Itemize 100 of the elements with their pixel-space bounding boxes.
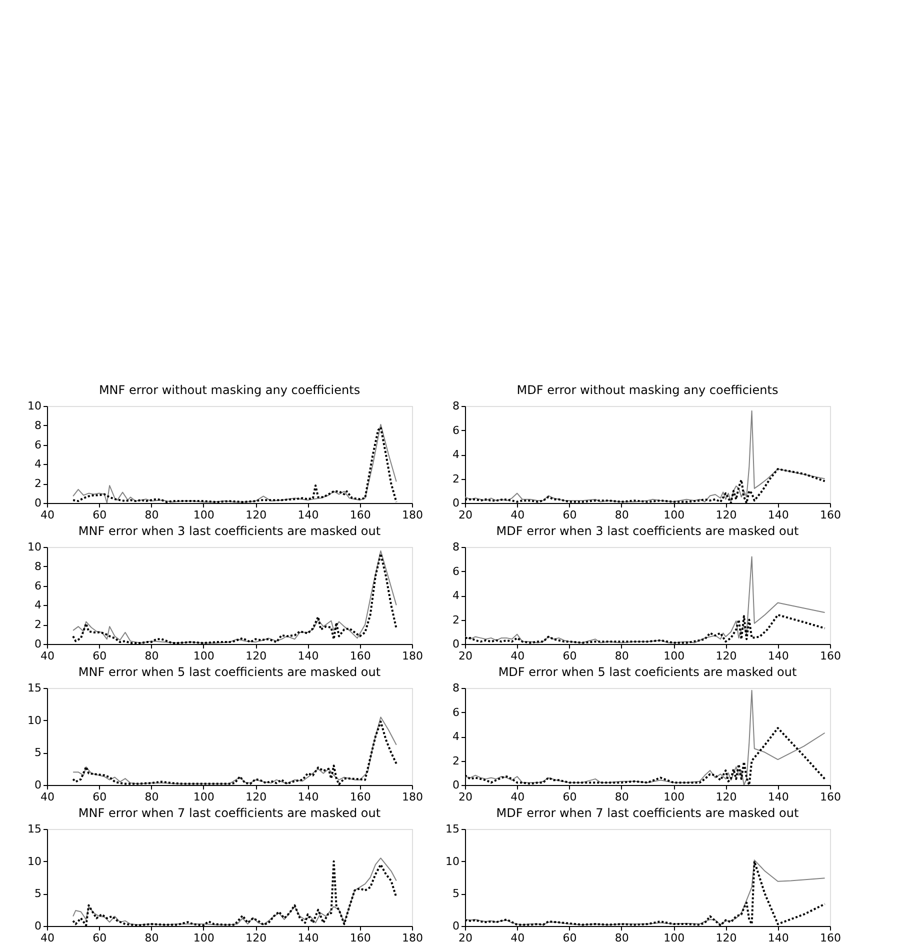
x-tick-label: 80 — [614, 650, 629, 662]
x-tick-label: 80 — [144, 790, 159, 804]
y-tick-label: 2 — [452, 754, 460, 768]
chart-title: MDF error without masking any coefficients — [516, 383, 778, 397]
x-tick-label: 40 — [510, 932, 525, 944]
x-tick-label: 160 — [820, 508, 841, 522]
y-tick-label: 5 — [34, 887, 42, 900]
y-tick-label: 15 — [28, 822, 42, 836]
y-tick-label: 4 — [34, 458, 42, 471]
y-tick-label: 0 — [34, 496, 42, 510]
x-tick-label: 60 — [562, 508, 577, 522]
x-tick-label: 40 — [40, 508, 54, 522]
x-tick-label: 80 — [614, 508, 629, 522]
y-tick-label: 0 — [452, 496, 460, 510]
chart-title: MNF error when 7 last coefficients are masked out — [78, 806, 381, 820]
y-tick-label: 0 — [34, 778, 42, 792]
y-tick-label: 4 — [452, 448, 460, 461]
y-tick-label: 8 — [34, 418, 42, 432]
line-series — [465, 556, 826, 644]
x-tick-label: 180 — [402, 932, 423, 944]
x-tick-label: 140 — [768, 650, 789, 662]
x-tick-label: 120 — [246, 932, 267, 944]
x-tick-label: 120 — [246, 650, 267, 662]
x-tick-label: 80 — [614, 932, 629, 944]
y-tick-label: 10 — [28, 400, 42, 412]
x-tick-label: 60 — [562, 932, 577, 944]
x-tick-label: 120 — [716, 790, 737, 804]
chart-title: MDF error when 7 last coefficients are masked out — [496, 806, 799, 820]
x-tick-label: 100 — [193, 650, 214, 662]
y-tick-label: 0 — [452, 920, 460, 932]
line-series — [465, 410, 826, 502]
y-tick-label: 6 — [452, 564, 460, 578]
y-tick-label: 0 — [34, 920, 42, 932]
x-tick-label: 60 — [92, 790, 107, 804]
chart-title: MNF error when 5 last coefficients are masked out — [78, 665, 381, 679]
x-tick-label: 140 — [298, 932, 319, 944]
y-tick-label: 15 — [446, 822, 460, 836]
x-tick-label: 180 — [402, 790, 423, 804]
x-tick-label: 100 — [193, 932, 214, 944]
y-tick-label: 5 — [452, 887, 460, 900]
y-tick-label: 6 — [34, 579, 42, 592]
x-tick-label: 120 — [716, 650, 737, 662]
y-tick-label: 0 — [34, 638, 42, 650]
x-tick-label: 60 — [562, 650, 577, 662]
x-tick-label: 100 — [664, 790, 685, 804]
x-tick-label: 120 — [246, 508, 267, 522]
y-tick-label: 15 — [28, 682, 42, 694]
x-tick-label: 100 — [193, 508, 214, 522]
y-tick-label: 10 — [28, 854, 42, 868]
y-tick-label: 10 — [28, 714, 42, 727]
x-tick-label: 60 — [562, 790, 577, 804]
x-tick-label: 80 — [144, 508, 159, 522]
x-tick-label: 160 — [350, 508, 371, 522]
x-tick-label: 140 — [768, 932, 789, 944]
y-tick-label: 8 — [452, 400, 460, 412]
y-tick-label: 8 — [452, 540, 460, 554]
y-tick-label: 10 — [446, 854, 460, 868]
x-tick-label: 160 — [820, 650, 841, 662]
x-tick-label: 100 — [664, 650, 685, 662]
x-tick-label: 20 — [458, 650, 472, 662]
line-series — [465, 690, 826, 785]
chart-title: MDF error when 5 last coeficients are masked out — [498, 665, 797, 679]
y-tick-label: 0 — [452, 638, 460, 650]
x-tick-label: 160 — [820, 932, 841, 944]
x-tick-label: 120 — [716, 508, 737, 522]
x-tick-label: 80 — [614, 790, 629, 804]
x-tick-label: 180 — [402, 650, 423, 662]
chart-title: MNF error when 3 last coefficients are masked out — [78, 524, 381, 538]
y-tick-label: 4 — [452, 589, 460, 602]
x-tick-label: 160 — [350, 790, 371, 804]
x-tick-label: 120 — [716, 932, 737, 944]
x-tick-label: 140 — [768, 790, 789, 804]
x-tick-label: 120 — [246, 790, 267, 804]
y-tick-label: 4 — [34, 598, 42, 612]
y-tick-label: 8 — [34, 560, 42, 573]
x-tick-label: 100 — [664, 932, 685, 944]
x-tick-label: 140 — [298, 508, 319, 522]
x-tick-label: 80 — [144, 932, 159, 944]
x-tick-label: 100 — [193, 790, 214, 804]
y-tick-label: 2 — [452, 613, 460, 626]
y-tick-label: 2 — [34, 477, 42, 490]
y-tick-label: 4 — [452, 730, 460, 743]
x-tick-label: 20 — [458, 790, 472, 804]
x-tick-label: 40 — [40, 650, 54, 662]
x-tick-label: 160 — [820, 790, 841, 804]
x-tick-label: 80 — [144, 650, 159, 662]
x-tick-label: 140 — [298, 790, 319, 804]
x-tick-label: 160 — [350, 650, 371, 662]
y-tick-label: 5 — [34, 746, 42, 760]
chart-title: MDF error when 3 last coefficients are masked out — [496, 524, 799, 538]
x-tick-label: 140 — [768, 508, 789, 522]
y-tick-label: 8 — [452, 682, 460, 694]
y-tick-label: 6 — [34, 438, 42, 452]
x-tick-label: 140 — [298, 650, 319, 662]
x-tick-label: 60 — [92, 650, 107, 662]
y-tick-label: 0 — [452, 778, 460, 792]
y-tick-label: 6 — [452, 706, 460, 719]
x-tick-label: 60 — [92, 932, 107, 944]
y-tick-label: 2 — [34, 618, 42, 632]
x-tick-label: 40 — [510, 508, 525, 522]
